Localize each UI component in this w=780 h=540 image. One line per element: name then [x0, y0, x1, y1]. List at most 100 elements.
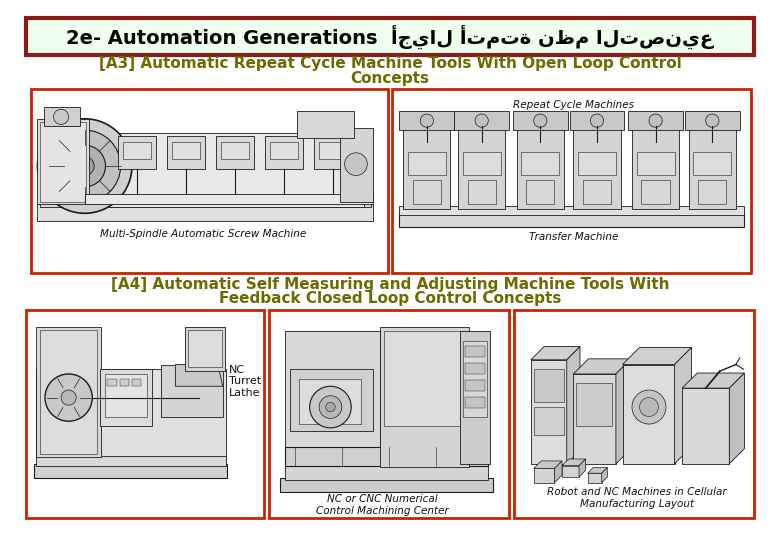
- Circle shape: [61, 390, 76, 405]
- Polygon shape: [622, 364, 675, 464]
- Bar: [37, 119, 90, 204]
- Text: Multi-Spindle Automatic Screw Machine: Multi-Spindle Automatic Screw Machine: [100, 230, 306, 239]
- Circle shape: [54, 109, 69, 124]
- Bar: [167, 136, 204, 169]
- Bar: [458, 126, 505, 208]
- Bar: [290, 369, 373, 431]
- Bar: [185, 327, 225, 371]
- Bar: [41, 199, 371, 207]
- Circle shape: [64, 145, 105, 187]
- Bar: [628, 111, 683, 130]
- Bar: [454, 111, 509, 130]
- Bar: [172, 143, 200, 159]
- Circle shape: [640, 397, 658, 416]
- Circle shape: [326, 402, 335, 412]
- Bar: [44, 107, 80, 126]
- Bar: [465, 363, 485, 374]
- Polygon shape: [579, 459, 586, 477]
- Text: NC or CNC Numerical
Control Machining Center: NC or CNC Numerical Control Machining Ce…: [316, 494, 448, 516]
- Circle shape: [345, 153, 367, 176]
- Circle shape: [310, 386, 351, 428]
- Bar: [467, 180, 496, 204]
- Bar: [641, 180, 670, 204]
- Bar: [578, 152, 616, 176]
- Bar: [636, 152, 675, 176]
- Bar: [188, 329, 222, 367]
- Polygon shape: [573, 359, 631, 374]
- Polygon shape: [534, 461, 562, 469]
- Bar: [385, 332, 465, 426]
- Bar: [463, 341, 488, 416]
- Bar: [108, 379, 117, 386]
- Text: [A3] Automatic Repeat Cycle Machine Tools With Open Loop Control: [A3] Automatic Repeat Cycle Machine Tool…: [98, 57, 682, 71]
- Circle shape: [649, 114, 662, 127]
- Bar: [460, 332, 490, 464]
- Bar: [319, 143, 347, 159]
- Bar: [80, 133, 363, 207]
- Bar: [380, 327, 470, 467]
- Circle shape: [37, 119, 132, 213]
- Bar: [392, 89, 751, 273]
- Polygon shape: [562, 465, 579, 477]
- Bar: [521, 152, 559, 176]
- Polygon shape: [531, 360, 567, 464]
- Bar: [41, 329, 97, 454]
- Bar: [31, 89, 388, 273]
- Bar: [216, 136, 254, 169]
- Text: [A4] Automatic Self Measuring and Adjusting Machine Tools With: [A4] Automatic Self Measuring and Adjust…: [111, 276, 669, 292]
- Polygon shape: [567, 347, 580, 464]
- Bar: [85, 194, 373, 204]
- Bar: [465, 346, 485, 357]
- Bar: [269, 310, 509, 518]
- Text: Robot and NC Machines in Cellular
Manufacturing Layout: Robot and NC Machines in Cellular Manufa…: [547, 488, 726, 509]
- Bar: [314, 136, 353, 169]
- Text: Repeat Cycle Machines: Repeat Cycle Machines: [513, 100, 634, 110]
- Bar: [161, 364, 223, 416]
- Bar: [100, 369, 152, 426]
- Bar: [526, 180, 555, 204]
- Bar: [534, 369, 564, 402]
- Bar: [297, 111, 354, 138]
- Polygon shape: [531, 347, 580, 360]
- Polygon shape: [534, 469, 555, 483]
- Bar: [399, 213, 743, 226]
- Bar: [576, 383, 612, 426]
- Bar: [26, 310, 264, 518]
- Bar: [280, 478, 493, 492]
- Bar: [408, 152, 445, 176]
- Bar: [583, 180, 612, 204]
- Bar: [119, 379, 129, 386]
- Polygon shape: [587, 473, 601, 483]
- Polygon shape: [682, 373, 744, 388]
- Bar: [270, 143, 298, 159]
- Polygon shape: [729, 373, 744, 464]
- Bar: [26, 18, 754, 56]
- Bar: [463, 152, 501, 176]
- Bar: [122, 143, 151, 159]
- Bar: [37, 204, 373, 221]
- Bar: [465, 397, 485, 408]
- Circle shape: [632, 390, 666, 424]
- Bar: [285, 332, 380, 465]
- Circle shape: [75, 157, 94, 176]
- Polygon shape: [616, 359, 631, 464]
- Bar: [632, 126, 679, 208]
- Polygon shape: [562, 459, 586, 465]
- Text: NC
Turret
Lathe: NC Turret Lathe: [229, 364, 261, 398]
- Circle shape: [49, 130, 121, 202]
- Bar: [514, 310, 754, 518]
- Bar: [105, 374, 147, 416]
- Circle shape: [534, 114, 547, 127]
- Bar: [118, 136, 155, 169]
- Bar: [221, 143, 249, 159]
- Bar: [285, 464, 488, 480]
- Bar: [34, 464, 228, 478]
- Bar: [689, 126, 736, 208]
- Bar: [399, 111, 454, 130]
- Circle shape: [420, 114, 434, 127]
- Polygon shape: [682, 388, 729, 464]
- Polygon shape: [601, 468, 608, 483]
- Polygon shape: [622, 348, 692, 364]
- Text: Transfer Machine: Transfer Machine: [529, 232, 618, 242]
- Bar: [569, 111, 625, 130]
